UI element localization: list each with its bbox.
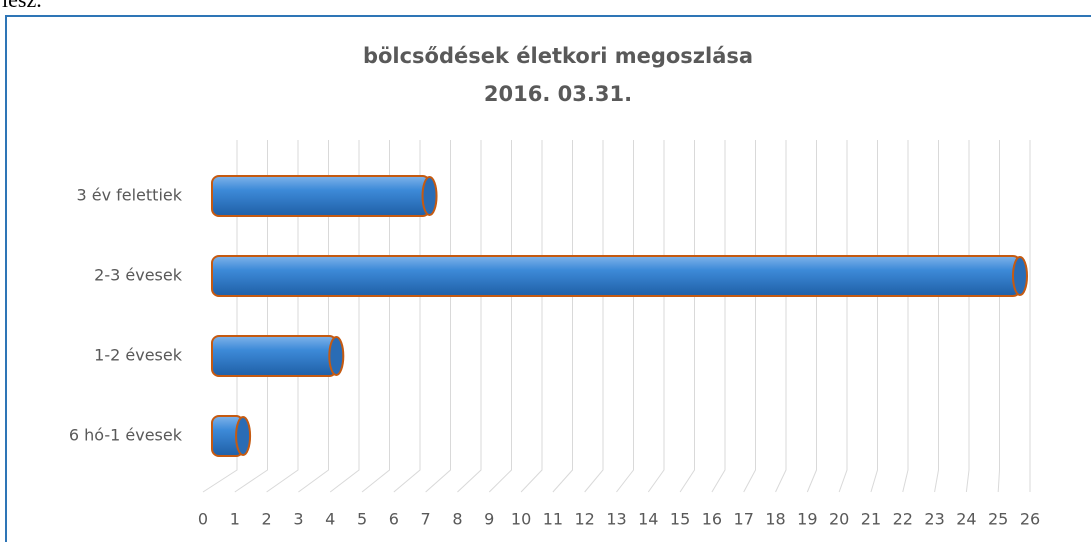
x-tick-label: 2 — [262, 510, 272, 529]
bar-cap — [235, 416, 252, 456]
grid-line — [616, 140, 634, 493]
x-tick-label: 19 — [797, 510, 817, 529]
x-tick-label: 6 — [389, 510, 399, 529]
grid-line — [775, 140, 787, 493]
x-tick-label: 26 — [1020, 510, 1040, 529]
grid-line — [870, 140, 878, 493]
x-tick-label: 12 — [575, 510, 595, 529]
grid-line — [711, 140, 726, 493]
x-tick-label: 18 — [765, 510, 785, 529]
y-tick-label: 3 év felettiek — [76, 186, 182, 205]
grid-line — [488, 140, 512, 493]
x-tick-label: 0 — [198, 510, 208, 529]
grid-line — [647, 140, 665, 493]
grid-line — [298, 140, 329, 493]
grid-line — [584, 140, 604, 493]
x-tick-label: 21 — [861, 510, 881, 529]
grid-line — [934, 140, 939, 493]
chart-title: bölcsődések életkori megoszlása — [363, 44, 753, 68]
x-tick-label: 9 — [484, 510, 494, 529]
grid-line — [838, 140, 848, 493]
x-tick-label: 14 — [638, 510, 658, 529]
bar-cap — [1012, 256, 1028, 296]
bar-cap — [421, 176, 438, 216]
x-tick-label: 20 — [829, 510, 849, 529]
grid-line — [520, 140, 543, 493]
grid-line — [902, 140, 909, 493]
bar — [211, 175, 431, 217]
x-tick-label: 13 — [606, 510, 626, 529]
x-tick-label: 22 — [893, 510, 913, 529]
bar-cap — [328, 336, 345, 376]
grid-line — [457, 140, 482, 493]
y-tick-label: 2-3 évesek — [94, 266, 183, 285]
x-tick-label: 25 — [988, 510, 1008, 529]
grid-line — [393, 140, 421, 493]
grid-line — [266, 140, 299, 493]
grid-line — [743, 140, 756, 493]
x-tick-label: 3 — [293, 510, 303, 529]
x-tick-label: 16 — [702, 510, 722, 529]
grid-line — [361, 140, 390, 493]
bar — [211, 335, 338, 377]
grid-line — [552, 140, 573, 493]
bar — [211, 255, 1021, 297]
x-tick-label: 10 — [511, 510, 531, 529]
x-tick-label: 8 — [452, 510, 462, 529]
grid-line — [997, 140, 1000, 493]
x-tick-label: 5 — [357, 510, 367, 529]
x-tick-label: 17 — [734, 510, 754, 529]
x-tick-label: 24 — [956, 510, 976, 529]
y-tick-label: 1-2 évesek — [94, 346, 183, 365]
grid-line — [806, 140, 817, 493]
grid-line — [202, 140, 238, 493]
grid-line — [425, 140, 451, 493]
grid-line — [329, 140, 360, 493]
page-text: lesz. — [2, 0, 42, 12]
grid-line — [965, 140, 970, 493]
y-tick-label: 6 hó-1 évesek — [69, 426, 183, 445]
x-tick-label: 1 — [230, 510, 240, 529]
x-tick-label: 15 — [670, 510, 690, 529]
chart-title: 2016. 03.31. — [484, 82, 632, 106]
grid-line — [234, 140, 268, 493]
x-tick-label: 11 — [543, 510, 563, 529]
grid-line — [679, 140, 695, 493]
x-tick-label: 23 — [924, 510, 944, 529]
x-tick-label: 7 — [421, 510, 431, 529]
x-tick-label: 4 — [325, 510, 335, 529]
